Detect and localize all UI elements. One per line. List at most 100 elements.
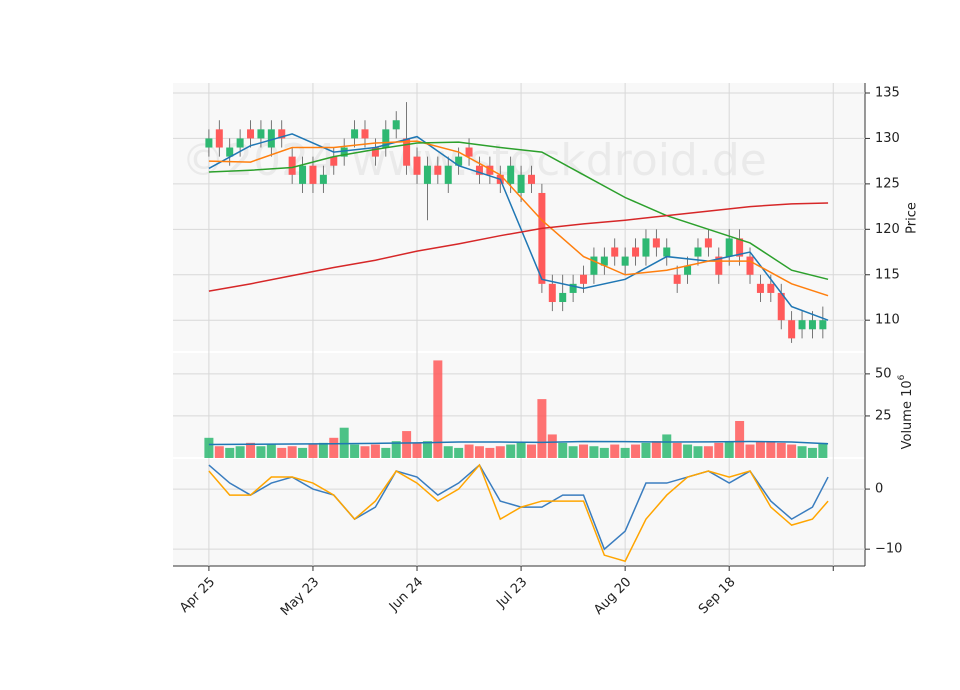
candle-body [423,165,431,184]
volume-bar [381,447,391,458]
candle-body [309,165,317,184]
volume-bar [714,442,724,458]
candle-body [361,129,369,139]
volume-bar [318,442,328,458]
volume-bar [370,444,380,458]
price-label: Price [905,202,920,234]
candle-body [267,129,275,148]
volume-bar [568,446,578,458]
volume-bar [631,444,641,458]
candle-body [694,247,702,257]
candle-body [517,174,525,193]
x-tick-label: Sep 18 [696,575,739,618]
volume-bar [474,446,484,458]
volume-bar [610,444,620,458]
volume-bar [287,446,297,458]
volume-bar [235,446,245,458]
volume-bar [485,447,495,458]
volume-bar [495,446,505,458]
volume-bar [339,427,349,458]
volume-label-text: Volume [900,401,915,449]
volume-bar [506,444,516,458]
volume-bar [422,441,432,458]
volume-bar [516,442,526,458]
y-tick-label: 125 [875,176,900,191]
candle-body [340,147,348,157]
candle-body [351,129,359,139]
candle-body [684,265,692,275]
y-tick-label: 50 [875,366,892,381]
candle-body [215,129,223,148]
volume-bar [807,447,817,458]
candle-body [288,156,296,175]
candle-body [548,283,556,303]
candle-body [444,165,452,184]
candle-body [486,165,494,175]
candle-body [257,129,265,139]
volume-bar [620,447,630,458]
volume-bar [818,442,828,458]
x-tick-label: Jul 23 [493,575,530,612]
volume-bar [651,441,661,458]
volume-bar [579,444,589,458]
volume-label-base: 10 [900,380,915,397]
candle-body [632,247,640,257]
candle-body [278,129,286,139]
volume-bar [599,447,609,458]
volume-bar [766,441,776,458]
candle-body [621,256,629,266]
y-tick-label: 115 [875,267,900,282]
volume-bar [537,399,547,458]
candle-body [247,129,255,139]
candle-body [455,156,463,166]
volume-bar [443,446,453,458]
indicator-line [208,463,829,563]
volume-bar [693,446,703,458]
candle-body [725,238,733,257]
candle-body [236,138,244,148]
candle-body [663,247,671,257]
candle-body [319,174,327,184]
volume-bar [558,442,568,458]
candle-body [226,147,234,157]
candle-body [704,238,712,248]
candle-body [527,174,535,184]
volume-bar [266,444,276,458]
candle-body [413,156,421,175]
volume-bar [277,447,287,458]
volume-bar [797,446,807,458]
candle-body [788,320,796,339]
candle-body [569,283,577,293]
volume-bar [412,442,422,458]
candle-body [538,192,546,284]
candle-body [808,320,816,330]
volume-bar [787,444,797,458]
volume-bar [329,437,339,458]
volume-bar [589,446,599,458]
x-tick-label: Jun 24 [386,575,426,615]
volume-bar [662,434,672,458]
moving-average [208,133,829,321]
candle-body [371,147,379,157]
candle-body [392,120,400,130]
volume-average [208,440,829,446]
price-panel [173,83,865,352]
volume-bar [547,434,557,458]
volume-bar [776,442,786,458]
y-tick-label: 120 [875,222,900,237]
candle-body [507,165,515,184]
volume-bar [703,446,713,458]
volume-label: Volume 106 [897,374,915,449]
volume-bar [214,446,224,458]
x-tick-label: Apr 25 [177,575,218,616]
volume-bar [256,446,266,458]
volume-bar [683,444,693,458]
volume-bar [225,447,235,458]
moving-average [208,202,829,292]
candle-body [330,156,338,166]
volume-bar [246,442,256,458]
candle-body [465,147,473,157]
volume-bar [298,447,308,458]
candle-body [736,238,744,257]
